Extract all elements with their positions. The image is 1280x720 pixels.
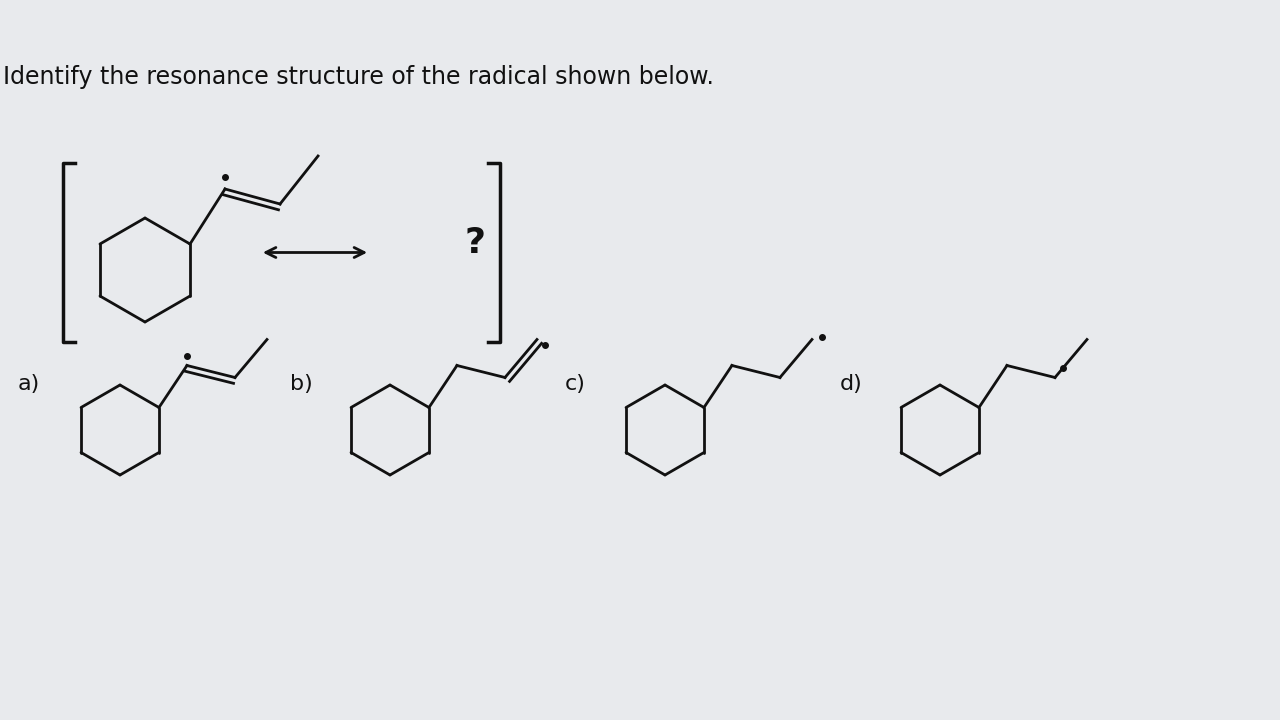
Text: b): b) [291, 374, 312, 394]
Text: c): c) [564, 374, 586, 394]
Text: Identify the resonance structure of the radical shown below.: Identify the resonance structure of the … [3, 65, 714, 89]
Text: ?: ? [465, 225, 485, 259]
Text: d): d) [840, 374, 863, 394]
Text: a): a) [18, 374, 40, 394]
